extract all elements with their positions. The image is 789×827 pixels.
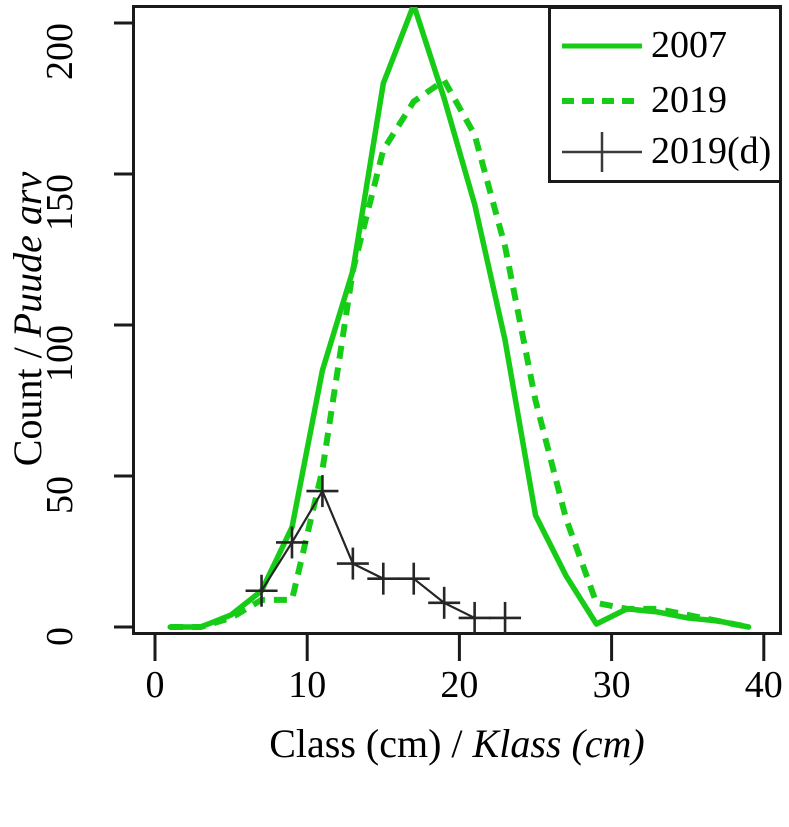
y-axis-title-plain: Count / <box>5 337 50 467</box>
x-tick-label: 0 <box>145 664 165 706</box>
chart-root: 0 50 100 150 200 0 10 20 30 40 Count / P… <box>5 5 783 766</box>
legend-label-2019d: 2019(d) <box>651 130 772 172</box>
legend-entry-2007: 2007 <box>551 21 785 70</box>
legend-entry-2019: 2019 <box>551 76 785 125</box>
x-axis-title-plain: Class (cm) / <box>269 721 473 766</box>
legend-sample-plus <box>562 132 642 172</box>
legend-sample-dashed <box>562 98 642 104</box>
legend-label-2007: 2007 <box>651 24 727 66</box>
x-tick-label: 30 <box>592 664 631 706</box>
legend-label-2019: 2019 <box>651 79 727 121</box>
x-axis-title: Class (cm) / Klass (cm) <box>132 722 782 766</box>
chart-canvas <box>114 7 766 661</box>
y-axis-title-italic: Puude arv <box>5 171 50 338</box>
x-axis-title-italic: Klass (cm) <box>472 721 645 766</box>
legend-sample-solid <box>562 43 642 49</box>
x-tick-label: 20 <box>440 664 479 706</box>
y-axis-title: Count / Puude arv <box>5 59 50 579</box>
legend: 2007 2019 2019(d) <box>548 6 782 183</box>
x-tick-label: 40 <box>744 664 783 706</box>
x-tick-label: 10 <box>288 664 327 706</box>
legend-entry-2019d: 2019(d) <box>551 127 785 176</box>
